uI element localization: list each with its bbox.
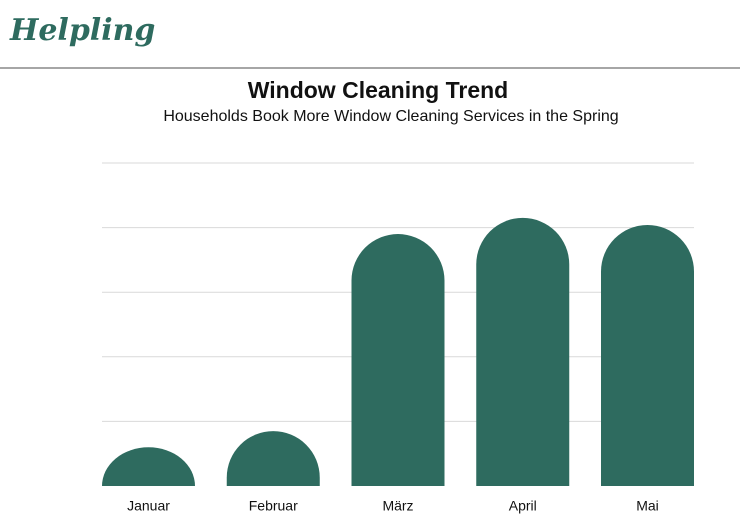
x-tick-label: Februar: [249, 498, 298, 514]
bar: [601, 225, 694, 486]
x-tick-label: April: [509, 498, 537, 514]
chart-subtitle: Households Book More Window Cleaning Ser…: [163, 108, 618, 125]
logo: Helpling: [9, 13, 155, 48]
chart-title: Window Cleaning Trend: [248, 77, 508, 103]
x-tick-label: Mai: [636, 498, 659, 514]
x-tick-label: März: [382, 498, 413, 514]
bar: [102, 447, 195, 486]
bar: [476, 217, 570, 486]
x-tick-label: Januar: [127, 498, 170, 514]
bar: [226, 431, 320, 486]
bar: [351, 234, 445, 486]
